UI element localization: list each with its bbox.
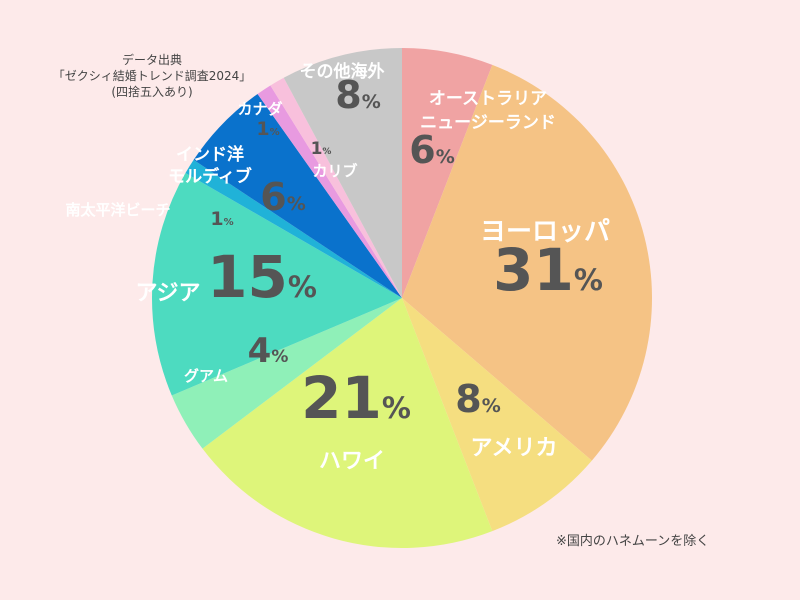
- footnote: ※国内のハネムーンを除く: [556, 534, 710, 549]
- slice-name-10: その他海外: [300, 61, 385, 82]
- slice-name-6: 南太平洋ビーチ: [65, 201, 170, 219]
- pie-slice-3: [202, 298, 493, 549]
- slice-name-1: ヨーロッパ: [480, 217, 610, 247]
- slice-name-5: アジア: [135, 281, 200, 306]
- pie-slice-10: [283, 48, 402, 298]
- slice-name-7: インド洋モルディブ: [168, 144, 252, 187]
- pie-slice-9: [270, 77, 402, 298]
- slice-name-2: アメリカ: [471, 436, 558, 461]
- slice-name-4: グアム: [184, 367, 228, 385]
- slice-percent-4: 4%: [248, 331, 289, 371]
- pie-slice-0: [402, 48, 493, 298]
- pie-slice-4: [171, 298, 402, 449]
- slice-name-0: オーストラリアニュージーランド: [420, 89, 556, 133]
- slice-name-9: カリブ: [312, 162, 357, 180]
- slice-percent-8: 1%: [256, 118, 279, 140]
- pie-slice-8: [257, 85, 402, 298]
- data-source: データ出典 「ゼクシィ結婚トレンド調査2024」 (四捨五入あり): [52, 52, 252, 100]
- pie-slice-2: [402, 298, 592, 532]
- slice-percent-2: 8%: [455, 377, 501, 421]
- slice-percent-10: 8%: [335, 73, 381, 117]
- pie-slice-6: [185, 159, 402, 298]
- slice-percent-7: 6%: [260, 175, 306, 219]
- source-line-1: データ出典: [121, 53, 182, 67]
- slice-percent-3: 21%: [301, 364, 411, 432]
- pie-slice-5: [151, 173, 402, 396]
- pie-slice-7: [193, 93, 402, 298]
- slice-name-8: カナダ: [237, 100, 282, 118]
- pie-slice-1: [402, 64, 652, 461]
- slice-percent-9: 1%: [311, 139, 332, 159]
- source-line-2: 「ゼクシィ結婚トレンド調査2024」: [52, 69, 252, 83]
- slice-percent-0: 6%: [409, 128, 455, 172]
- slice-percent-6: 1%: [210, 208, 233, 230]
- source-line-3: (四捨五入あり): [111, 85, 193, 99]
- slice-name-3: ハワイ: [319, 449, 385, 474]
- slice-percent-1: 31%: [493, 236, 603, 304]
- slice-percent-5: 15%: [207, 243, 317, 311]
